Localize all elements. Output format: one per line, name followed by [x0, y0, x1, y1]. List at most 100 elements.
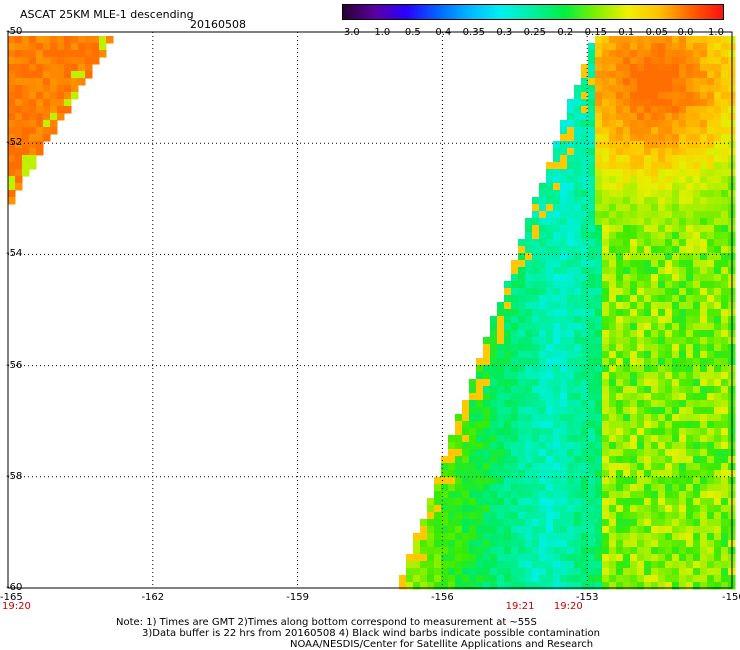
data-cell: [553, 512, 561, 520]
data-cell: [581, 225, 589, 233]
data-cell: [434, 561, 442, 569]
data-cell: [525, 505, 533, 513]
colorbar-segment: [657, 4, 660, 20]
colorbar-segment: [714, 4, 717, 20]
data-cell: [623, 148, 631, 156]
data-cell: [637, 190, 645, 198]
data-cell: [686, 526, 694, 534]
data-cell: [644, 36, 652, 44]
data-cell: [644, 344, 652, 352]
data-cell: [602, 309, 610, 317]
lon-tick-label: -159: [286, 592, 309, 603]
data-cell: [595, 400, 603, 408]
data-cell: [539, 484, 547, 492]
data-cell: [651, 561, 659, 569]
data-cell: [490, 484, 498, 492]
data-cell: [574, 575, 582, 583]
data-cell: [714, 372, 722, 380]
data-cell: [651, 519, 659, 527]
data-cell: [462, 470, 470, 478]
data-cell: [658, 358, 666, 366]
data-cell: [518, 365, 526, 373]
data-cell: [511, 477, 519, 485]
data-cell: [623, 211, 631, 219]
data-cell: [546, 211, 554, 219]
data-cell: [630, 183, 638, 191]
data-cell: [588, 533, 596, 541]
data-cell: [672, 526, 680, 534]
data-cell: [714, 498, 722, 506]
data-cell: [637, 141, 645, 149]
data-cell: [525, 456, 533, 464]
data-cell: [532, 498, 540, 506]
data-cell: [707, 50, 715, 58]
colorbar-segment: [487, 4, 490, 20]
colorbar-segment: [701, 4, 704, 20]
data-cell: [672, 120, 680, 128]
data-cell: [8, 36, 16, 44]
data-cell: [665, 393, 673, 401]
data-cell: [644, 176, 652, 184]
data-cell: [22, 148, 30, 156]
data-cell: [637, 127, 645, 135]
data-cell: [679, 78, 687, 86]
data-cell: [448, 498, 456, 506]
data-cell: [630, 449, 638, 457]
data-cell: [665, 435, 673, 443]
data-cell: [441, 463, 449, 471]
data-cell: [581, 92, 589, 100]
data-cell: [574, 582, 582, 590]
data-cell: [679, 358, 687, 366]
data-cell: [623, 36, 631, 44]
data-cell: [504, 526, 512, 534]
colorbar-segment: [664, 4, 668, 20]
data-cell: [511, 358, 519, 366]
data-cell: [651, 575, 659, 583]
data-cell: [29, 99, 37, 107]
data-cell: [560, 547, 568, 555]
data-cell: [567, 127, 575, 135]
data-cell: [686, 407, 694, 415]
data-cell: [560, 330, 568, 338]
data-cell: [686, 442, 694, 450]
data-cell: [686, 498, 694, 506]
data-cell: [567, 386, 575, 394]
data-cell: [700, 463, 708, 471]
data-cell: [665, 204, 673, 212]
data-cell: [50, 64, 58, 72]
data-cell: [553, 281, 561, 289]
data-cell: [616, 407, 624, 415]
data-cell: [511, 547, 519, 555]
data-cell: [651, 92, 659, 100]
data-cell: [693, 491, 701, 499]
data-cell: [553, 540, 561, 548]
data-cell: [434, 491, 442, 499]
data-cell: [448, 484, 456, 492]
data-cell: [623, 526, 631, 534]
data-cell: [8, 141, 16, 149]
data-cell: [679, 442, 687, 450]
data-cell: [518, 449, 526, 457]
data-cell: [665, 295, 673, 303]
data-cell: [630, 148, 638, 156]
data-cell: [602, 155, 610, 163]
data-cell: [29, 36, 37, 44]
data-cell: [469, 533, 477, 541]
data-cell: [560, 148, 568, 156]
data-cell: [406, 568, 414, 576]
data-cell: [630, 505, 638, 513]
data-cell: [693, 36, 701, 44]
data-cell: [518, 554, 526, 562]
data-cell: [574, 190, 582, 198]
data-cell: [679, 85, 687, 93]
data-cell: [560, 218, 568, 226]
colorbar-segment: [393, 4, 397, 20]
colorbar-segment: [617, 4, 620, 20]
data-cell: [581, 134, 589, 142]
data-cell: [441, 568, 449, 576]
data-cell: [560, 463, 568, 471]
data-cell: [504, 463, 512, 471]
data-cell: [539, 463, 547, 471]
data-cell: [448, 575, 456, 583]
data-cell: [658, 554, 666, 562]
